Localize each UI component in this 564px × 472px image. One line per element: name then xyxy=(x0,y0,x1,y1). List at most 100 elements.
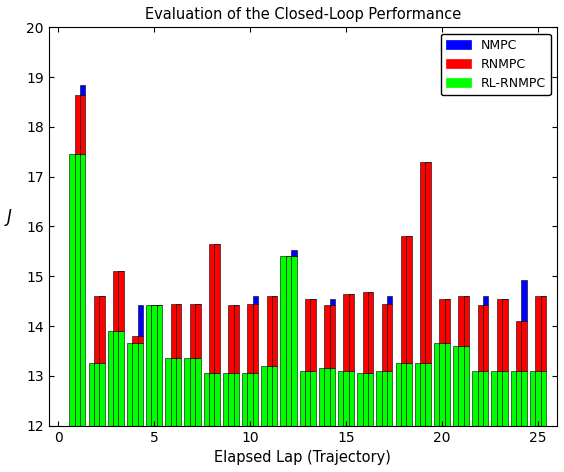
Bar xyxy=(502,371,508,426)
Bar xyxy=(478,305,483,371)
Bar xyxy=(516,371,521,426)
Bar xyxy=(439,299,444,344)
Bar xyxy=(319,368,324,426)
Bar xyxy=(459,296,464,346)
Bar xyxy=(248,373,253,426)
Bar xyxy=(516,321,521,371)
Bar xyxy=(382,371,387,426)
Bar xyxy=(138,336,143,344)
Bar xyxy=(94,296,99,363)
Bar xyxy=(248,303,253,373)
Bar xyxy=(349,371,354,426)
Bar xyxy=(286,256,291,426)
Bar xyxy=(530,371,535,426)
Bar xyxy=(420,162,425,363)
Bar xyxy=(291,256,297,426)
Bar xyxy=(387,303,393,371)
Bar xyxy=(242,373,248,426)
Bar xyxy=(171,303,176,358)
Bar xyxy=(368,292,373,373)
Bar xyxy=(223,373,228,426)
Bar xyxy=(444,344,450,426)
Bar xyxy=(152,305,157,426)
Bar xyxy=(209,373,214,426)
Bar xyxy=(349,294,354,371)
Bar xyxy=(472,371,478,426)
Bar xyxy=(464,346,469,426)
Bar xyxy=(395,363,401,426)
Bar xyxy=(89,363,94,426)
Bar xyxy=(261,366,267,426)
Bar xyxy=(310,371,316,426)
Bar xyxy=(434,344,439,426)
X-axis label: Elapsed Lap (Trajectory): Elapsed Lap (Trajectory) xyxy=(214,450,391,465)
Bar xyxy=(171,358,176,426)
Bar xyxy=(357,373,363,426)
Bar xyxy=(228,373,233,426)
Bar xyxy=(324,368,329,426)
Bar xyxy=(329,305,335,368)
Bar xyxy=(272,296,277,366)
Bar xyxy=(406,236,412,363)
Bar xyxy=(195,303,201,358)
Bar xyxy=(127,344,133,426)
Bar xyxy=(299,371,305,426)
Bar xyxy=(267,366,272,426)
Bar xyxy=(75,94,80,154)
Bar xyxy=(540,371,546,426)
Bar xyxy=(483,296,488,305)
Bar xyxy=(80,94,86,154)
Bar xyxy=(272,366,277,426)
Bar xyxy=(138,344,143,426)
Bar xyxy=(108,331,113,426)
Bar xyxy=(253,373,258,426)
Bar xyxy=(99,363,105,426)
Bar xyxy=(406,363,412,426)
Bar xyxy=(133,344,138,426)
Bar xyxy=(99,296,105,363)
Bar xyxy=(415,363,420,426)
Bar xyxy=(228,304,233,373)
Bar xyxy=(420,363,425,426)
Bar xyxy=(363,292,368,373)
Bar xyxy=(69,154,75,426)
Bar xyxy=(368,373,373,426)
Bar xyxy=(113,271,118,331)
Bar xyxy=(165,358,171,426)
Bar xyxy=(521,371,527,426)
Bar xyxy=(291,250,297,256)
Bar xyxy=(233,304,239,373)
Bar xyxy=(338,371,343,426)
Bar xyxy=(253,296,258,303)
Y-axis label: J: J xyxy=(7,209,12,227)
Bar xyxy=(195,358,201,426)
Bar xyxy=(464,296,469,346)
Bar xyxy=(233,373,239,426)
Bar xyxy=(483,371,488,426)
Bar xyxy=(253,303,258,373)
Bar xyxy=(305,299,310,371)
Bar xyxy=(146,305,152,426)
Bar xyxy=(497,371,502,426)
Bar xyxy=(190,303,195,358)
Bar xyxy=(387,296,393,303)
Bar xyxy=(184,358,190,426)
Bar xyxy=(387,371,393,426)
Bar xyxy=(329,299,335,305)
Bar xyxy=(343,371,349,426)
Bar xyxy=(176,303,182,358)
Bar xyxy=(497,299,502,371)
Bar xyxy=(133,336,138,344)
Bar xyxy=(535,371,540,426)
Bar xyxy=(363,373,368,426)
Bar xyxy=(204,373,209,426)
Bar xyxy=(540,296,546,371)
Bar xyxy=(214,244,220,373)
Legend: NMPC, RNMPC, RL-RNMPC: NMPC, RNMPC, RL-RNMPC xyxy=(440,34,551,95)
Bar xyxy=(209,244,214,373)
Bar xyxy=(113,331,118,426)
Bar xyxy=(80,154,86,426)
Bar xyxy=(401,236,406,363)
Bar xyxy=(521,321,527,371)
Bar xyxy=(138,305,143,336)
